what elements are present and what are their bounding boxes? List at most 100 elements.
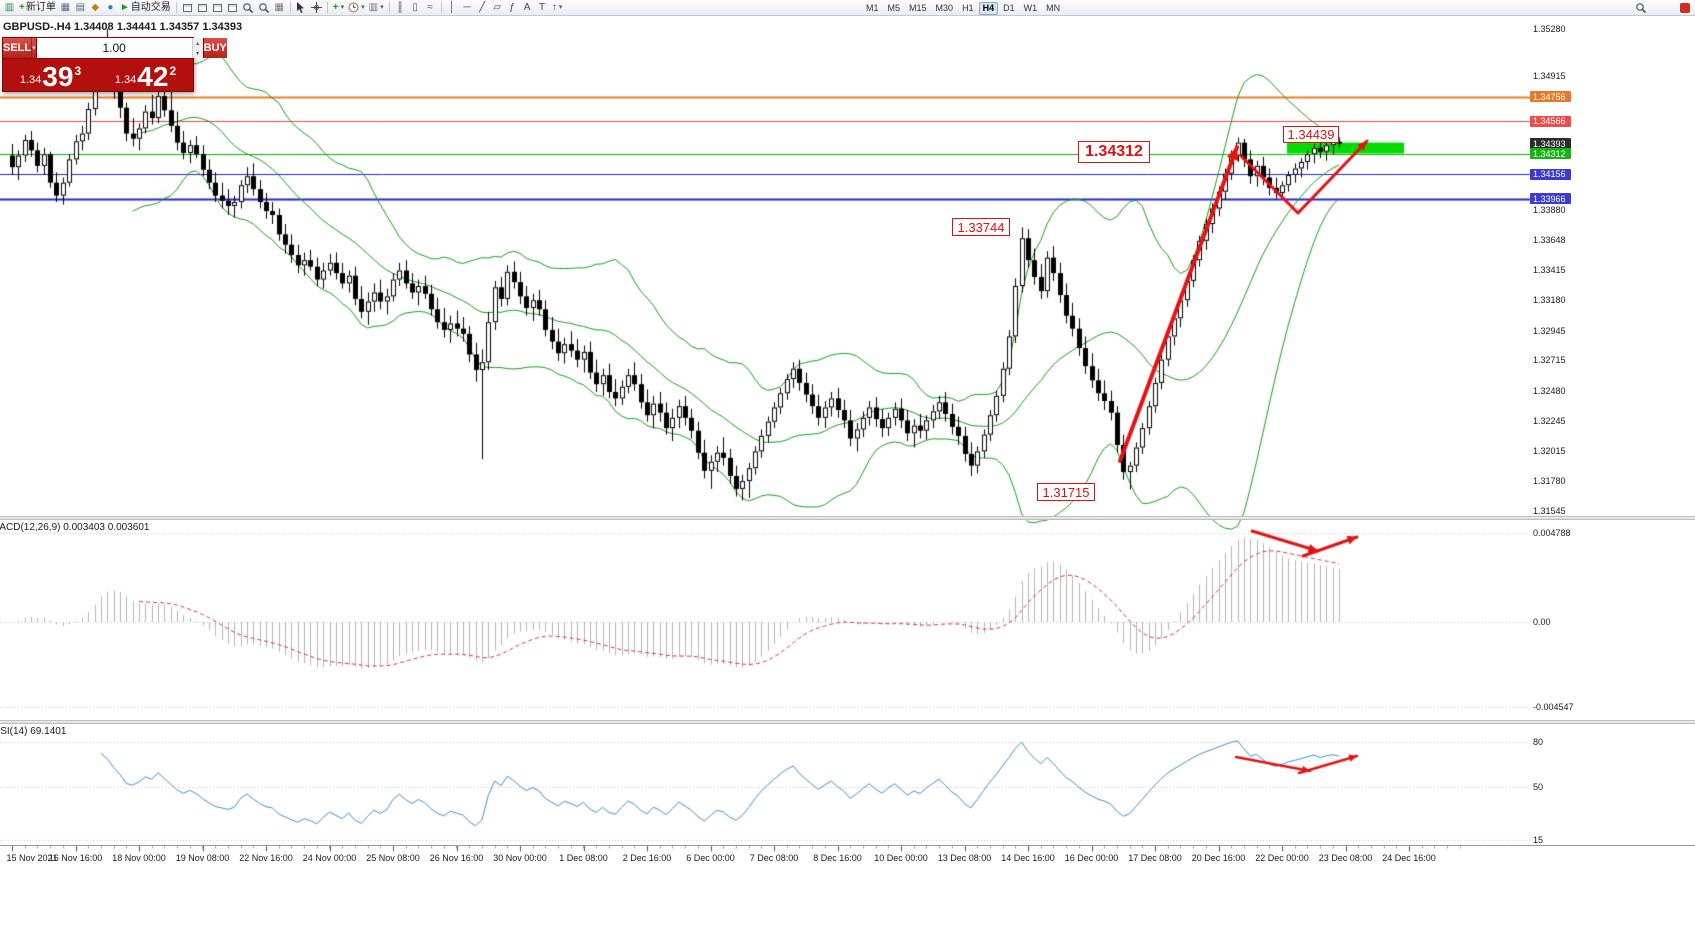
cursor-tool-icon[interactable] [294, 1, 309, 15]
volume-box: ▴ ▾ [35, 38, 204, 58]
time-axis-label: 8 Dec 16:00 [813, 853, 862, 863]
rsi-axis-label: 80 [1533, 737, 1544, 747]
price-annotation-box: 1.34439 [1283, 126, 1339, 143]
price-axis-label: 1.31545 [1533, 506, 1566, 517]
autotrading-button[interactable]: ► 自动交易 [119, 1, 171, 13]
time-axis-label: 24 Nov 00:00 [302, 853, 357, 863]
time-axis-label: 23 Dec 08:00 [1318, 853, 1373, 863]
price-axis-label: 1.33880 [1533, 204, 1566, 215]
time-axis-label: 2 Dec 16:00 [622, 853, 672, 863]
template-dropdown[interactable]: ▥ ▾ [368, 1, 384, 13]
fibonacci-tool-icon[interactable]: ƒ [509, 1, 515, 13]
crosshair-tool-icon[interactable] [309, 1, 324, 15]
tile-vertically-icon[interactable] [210, 1, 225, 15]
arrange-icons-icon[interactable] [225, 1, 240, 15]
label-tool-icon[interactable]: T [539, 1, 546, 13]
price-axis-label: 1.32480 [1533, 385, 1566, 396]
sell-dropdown-icon[interactable]: ▾ [31, 38, 36, 58]
price-axis-badge: 1.33966 [1530, 193, 1571, 205]
time-axis-label: 14 Dec 16:00 [1001, 853, 1055, 863]
volume-decrease-button[interactable]: ▾ [192, 48, 203, 58]
time-axis-label: 18 Nov 00:00 [112, 853, 166, 863]
rsi-panel-splitter[interactable] [0, 720, 1695, 724]
ask-price-pip: 2 [169, 64, 177, 78]
timeframe-m30-button[interactable]: M30 [935, 3, 954, 13]
grid-toggle-icon[interactable]: ▦ [274, 1, 284, 13]
volume-increase-button[interactable]: ▴ [192, 38, 203, 48]
time-axis-label: 20 Dec 16:00 [1191, 853, 1246, 863]
cascade-windows-icon[interactable] [180, 1, 195, 15]
macd-axis-label: -0.004547 [1533, 701, 1574, 712]
time-axis-label: 13 Dec 08:00 [937, 853, 992, 863]
bar-chart-style-icon[interactable]: ║ [396, 1, 404, 13]
candlestick-style-icon[interactable]: ▯ [412, 1, 418, 13]
sell-button[interactable]: SELL [3, 38, 32, 58]
channel-tool-icon[interactable]: ▱ [493, 1, 501, 13]
price-axis-label: 1.33648 [1533, 234, 1566, 245]
price-axis-label: 1.34915 [1533, 71, 1566, 82]
text-tool-icon[interactable]: A [523, 1, 531, 13]
price-axis-label: 1.32715 [1533, 355, 1566, 366]
trade-panel-prices: 1.34 39 3 1.34 42 2 [3, 59, 193, 91]
price-annotation-box: 1.31715 [1037, 483, 1095, 501]
zoom-out-icon[interactable] [256, 1, 272, 15]
macd-panel-splitter[interactable] [0, 516, 1695, 520]
add-indicator-dropdown[interactable]: + ▾ [332, 1, 345, 13]
macd-indicator-label: MACD(12,26,9) 0.003403 0.003601 [0, 522, 150, 533]
rsi-axis-label: 15 [1533, 834, 1544, 845]
time-axis-label: 19 Nov 08:00 [175, 853, 230, 863]
search-icon[interactable] [1633, 1, 1649, 15]
time-axis-label: 16 Dec 00:00 [1064, 853, 1119, 863]
bid-price-big: 39 [42, 61, 74, 92]
time-axis-label: 25 Nov 08:00 [366, 853, 420, 863]
volume-input[interactable] [36, 38, 192, 58]
timeframe-h1-button[interactable]: H1 [962, 3, 974, 13]
timeframe-h4-button[interactable]: H4 [978, 1, 999, 15]
ask-price-big: 42 [137, 61, 169, 92]
chart-shortcut-icon[interactable]: ▥ [4, 1, 15, 13]
arrows-tool-dropdown[interactable]: ↑ ▾ [551, 1, 563, 13]
price-axis-label: 1.33415 [1533, 264, 1566, 275]
buy-button[interactable]: BUY [203, 38, 227, 58]
toolbar-separator [175, 2, 177, 13]
timeframe-m1-button[interactable]: M1 [866, 3, 879, 13]
profiles-icon[interactable]: ▦ [60, 1, 71, 13]
timeframe-d1-button[interactable]: D1 [1003, 3, 1015, 13]
line-chart-style-icon[interactable]: ≈ [427, 1, 433, 13]
price-axis-label: 1.31780 [1533, 476, 1566, 487]
terminal-icon[interactable]: ● [107, 1, 114, 13]
bid-price-prefix: 1.34 [19, 74, 42, 86]
time-axis-label: 16 Nov 16:00 [48, 853, 103, 863]
time-axis-label: 10 Dec 00:00 [874, 853, 928, 863]
time-axis-label: 24 Dec 16:00 [1382, 853, 1436, 863]
horizontal-line-tool-icon[interactable]: ─ [463, 1, 471, 13]
trendline-tool-icon[interactable]: ╱ [479, 1, 486, 13]
tile-horizontally-icon[interactable] [195, 1, 210, 15]
toolbar-separator [440, 2, 442, 13]
timeframe-w1-button[interactable]: W1 [1023, 3, 1038, 13]
period-dropdown[interactable]: ▾ [346, 1, 367, 15]
new-order-button[interactable]: + 新订单 [19, 1, 56, 13]
price-axis-badge: 1.34156 [1530, 168, 1571, 180]
time-axis-label: 17 Dec 08:00 [1128, 853, 1182, 863]
timeframe-toolbar: M1 M5 M15 M30 H1 H4 D1 W1 MN [862, 1, 1065, 15]
time-axis-label: 15 Nov 2021 [6, 853, 58, 863]
timeframe-mn-button[interactable]: MN [1046, 3, 1061, 13]
time-axis-label: 1 Dec 08:00 [559, 853, 608, 863]
timeframe-m5-button[interactable]: M5 [887, 3, 901, 13]
timeframe-m15-button[interactable]: M15 [909, 3, 927, 13]
time-axis-label: 22 Nov 16:00 [239, 853, 293, 863]
price-axis-label: 1.32945 [1533, 325, 1566, 336]
toolbar-separator [289, 2, 291, 13]
vertical-line-tool-icon[interactable]: │ [448, 1, 456, 13]
navigator-icon[interactable]: ◆ [91, 1, 100, 13]
market-watch-icon[interactable]: ▤ [75, 1, 86, 13]
stop-icon[interactable] [1677, 1, 1692, 15]
zoom-in-icon[interactable] [240, 1, 256, 15]
price-axis-badge: 1.34756 [1530, 91, 1571, 103]
time-axis-label: 26 Nov 16:00 [429, 853, 484, 863]
price-axis-label: 1.32245 [1533, 416, 1566, 427]
